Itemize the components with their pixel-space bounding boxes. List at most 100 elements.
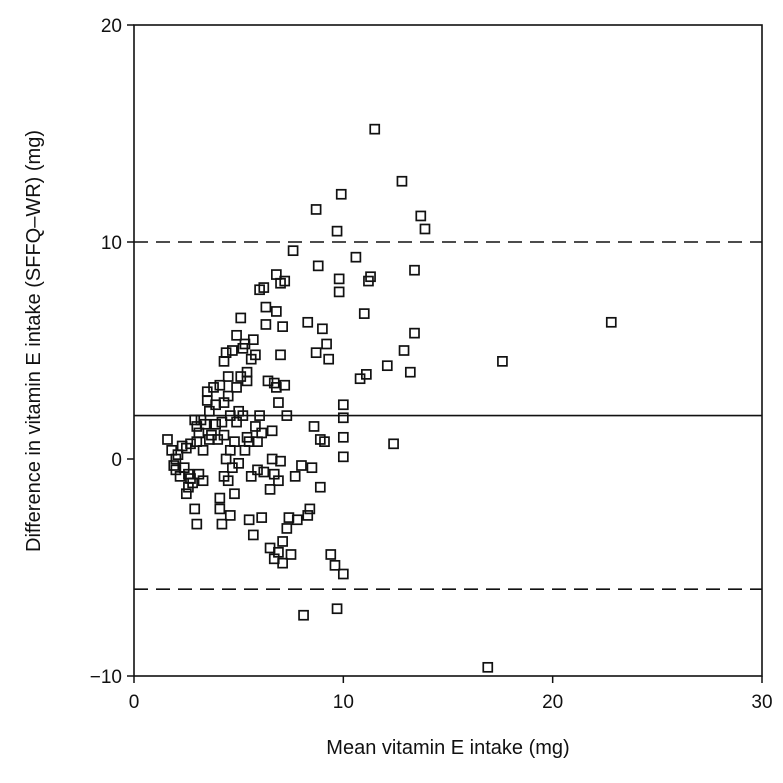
data-point	[419, 223, 431, 235]
data-point	[237, 410, 249, 421]
data-point	[482, 661, 494, 673]
data-point	[197, 444, 209, 456]
data-point	[302, 510, 314, 521]
data-point	[277, 536, 288, 547]
data-point	[227, 345, 238, 356]
data-point	[247, 334, 259, 345]
data-point	[222, 371, 234, 382]
data-point	[314, 481, 326, 493]
data-point	[337, 399, 349, 411]
data-point	[216, 518, 228, 530]
x-axis-title: Mean vitamin E intake (mg)	[326, 737, 569, 759]
data-point	[222, 390, 234, 402]
data-point	[250, 421, 261, 432]
y-tick-label: 10	[101, 233, 122, 254]
data-point	[264, 484, 276, 495]
data-point	[409, 264, 420, 276]
data-point	[325, 549, 337, 560]
y-axis-title: Difference in vitamin E intake (SFFQ–WR)…	[23, 130, 45, 552]
data-point	[317, 323, 328, 335]
data-point	[247, 529, 259, 541]
data-point	[310, 347, 322, 359]
data-point	[258, 466, 270, 478]
data-point	[273, 475, 284, 487]
data-point	[273, 397, 284, 408]
y-tick-label: 20	[101, 16, 122, 37]
data-point	[331, 603, 343, 615]
data-point	[398, 345, 410, 356]
data-point	[396, 175, 408, 187]
data-point	[333, 273, 345, 285]
data-point	[180, 488, 192, 500]
data-point	[208, 382, 219, 393]
data-point	[235, 312, 247, 324]
data-point	[308, 421, 320, 432]
data-point	[162, 434, 173, 445]
data-point	[404, 366, 416, 378]
y-tick-label: −10	[90, 667, 122, 688]
data-point	[365, 271, 376, 283]
data-point	[270, 306, 282, 317]
data-point	[291, 514, 303, 526]
x-tick-label: 20	[542, 692, 563, 713]
data-point	[189, 414, 201, 426]
x-tick-label: 30	[751, 692, 772, 713]
data-point	[323, 353, 335, 365]
data-point	[266, 425, 278, 437]
data-point	[245, 471, 257, 482]
data-point	[187, 477, 198, 489]
data-point	[258, 282, 270, 293]
data-point	[279, 379, 291, 391]
data-point	[289, 471, 301, 482]
data-point	[231, 382, 242, 393]
data-point	[415, 210, 427, 222]
data-point	[333, 286, 345, 298]
data-point	[210, 418, 221, 430]
data-point	[388, 438, 399, 450]
data-point	[337, 412, 349, 424]
data-point	[231, 416, 242, 428]
data-point	[350, 251, 362, 263]
data-point	[193, 427, 205, 439]
data-point	[218, 429, 230, 441]
data-point	[319, 436, 330, 447]
data-point	[302, 316, 314, 328]
data-point	[298, 609, 309, 621]
x-tick-label: 10	[333, 692, 354, 713]
data-point	[191, 518, 203, 530]
y-tick-label: 0	[111, 450, 122, 471]
data-point	[321, 338, 332, 350]
data-point	[185, 438, 196, 450]
data-point	[335, 188, 347, 200]
data-point	[605, 316, 617, 328]
data-point	[229, 488, 240, 500]
data-point	[214, 379, 226, 391]
data-point	[220, 347, 232, 359]
data-point	[337, 431, 349, 443]
data-point	[277, 321, 288, 332]
data-point	[189, 503, 201, 515]
data-point	[252, 464, 263, 476]
data-point	[329, 559, 341, 571]
data-point	[277, 557, 288, 569]
x-tick-label: 0	[129, 692, 140, 713]
data-point	[273, 546, 284, 558]
data-point	[369, 123, 381, 135]
data-point	[312, 260, 324, 272]
data-point	[241, 375, 253, 387]
data-point	[260, 319, 272, 330]
data-point	[285, 549, 297, 560]
data-point	[281, 523, 293, 534]
data-point	[279, 275, 291, 287]
data-point	[296, 460, 307, 471]
data-point	[331, 225, 343, 237]
data-point	[497, 356, 508, 367]
data-point	[358, 308, 370, 319]
data-point	[256, 427, 268, 439]
data-point	[337, 451, 349, 463]
data-point	[229, 436, 240, 447]
data-point	[275, 349, 286, 361]
data-point	[199, 418, 211, 430]
data-point	[310, 204, 322, 215]
